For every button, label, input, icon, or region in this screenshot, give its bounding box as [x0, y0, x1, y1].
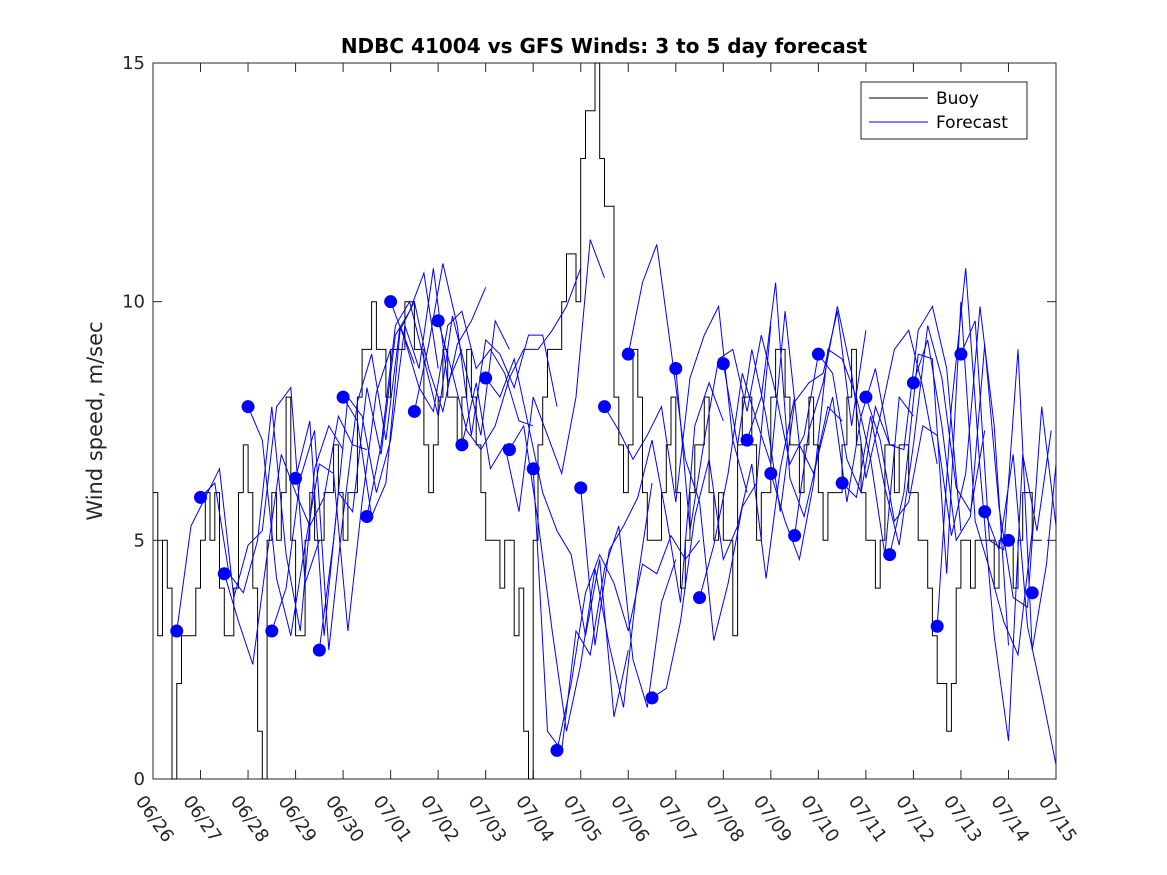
forecast-marker	[645, 691, 659, 705]
forecast-series-line	[413, 263, 558, 436]
forecast-marker	[312, 643, 326, 657]
y-tick-label: 10	[122, 292, 145, 313]
forecast-marker	[526, 462, 540, 476]
forecast-series-line	[627, 244, 772, 641]
forecast-marker	[788, 529, 802, 543]
forecast-series-line	[271, 325, 415, 651]
forecast-marker	[598, 400, 611, 414]
forecast-marker	[740, 433, 754, 447]
forecast-marker	[384, 295, 398, 309]
forecast-series-line	[437, 268, 582, 451]
forecast-series-line	[556, 534, 701, 751]
forecast-series-line	[794, 306, 938, 536]
forecast-marker	[194, 490, 208, 504]
forecast-marker	[550, 743, 564, 757]
forecast-marker	[407, 404, 421, 418]
forecast-marker	[574, 481, 588, 495]
forecast-series-line	[817, 305, 962, 531]
forecast-series-line	[223, 414, 368, 665]
series-layer	[153, 62, 1057, 780]
forecast-marker	[170, 624, 184, 638]
forecast-series-line	[651, 397, 796, 699]
forecast-marker	[241, 400, 255, 414]
forecast-series-line	[247, 349, 392, 636]
forecast-marker	[954, 347, 968, 361]
forecast-series-line	[366, 300, 510, 517]
plot-frame	[152, 62, 1057, 780]
forecast-series-line	[485, 357, 629, 718]
forecast-marker	[811, 347, 825, 361]
forecast-series-line	[722, 311, 867, 512]
forecast-marker	[764, 467, 778, 481]
forecast-series-line	[390, 301, 534, 427]
forecast-marker	[1025, 586, 1039, 600]
y-tick-label: 0	[134, 769, 145, 790]
legend-box	[860, 81, 1028, 140]
forecast-series-line	[960, 320, 1057, 651]
forecast-marker	[336, 390, 350, 404]
forecast-marker	[906, 376, 920, 390]
forecast-series-line	[984, 454, 1057, 765]
y-tick-label: 5	[134, 530, 145, 551]
forecast-marker	[883, 548, 897, 562]
forecast-series-line	[461, 239, 605, 512]
forecast-series-line	[699, 311, 843, 598]
forecast-series-line	[318, 268, 463, 651]
y-axis-label: Wind speed, m/sec	[83, 321, 107, 520]
forecast-marker	[716, 357, 730, 371]
forecast-marker	[455, 438, 469, 452]
legend-label-buoy: Buoy	[936, 89, 979, 109]
forecast-series-line	[295, 271, 439, 636]
legend-label-forecast: Forecast	[936, 113, 1008, 133]
forecast-marker	[1001, 533, 1015, 547]
forecast-marker	[835, 476, 849, 490]
forecast-series-line	[580, 381, 724, 646]
forecast-marker	[978, 505, 992, 519]
legend: Buoy Forecast	[860, 81, 1028, 140]
forecast-series-line	[508, 424, 653, 732]
forecast-marker	[479, 371, 493, 385]
forecast-marker	[360, 509, 374, 523]
buoy-series-line	[153, 62, 1042, 780]
y-tick-label: 15	[122, 53, 145, 74]
forecast-marker	[265, 624, 279, 638]
chart-title: NDBC 41004 vs GFS Winds: 3 to 5 day fore…	[341, 34, 868, 58]
forecast-marker	[289, 471, 303, 485]
forecast-series-line	[889, 301, 1033, 657]
forecast-marker	[621, 347, 635, 361]
forecast-series-line	[936, 268, 1052, 741]
forecast-marker	[930, 619, 944, 633]
y-axis: 0 5 10 15	[122, 53, 1056, 790]
forecast-marker	[693, 591, 707, 605]
forecast-series-line	[675, 334, 819, 531]
forecast-series-line	[912, 339, 1057, 609]
forecast-series-line	[200, 406, 344, 632]
forecast-marker	[502, 443, 516, 457]
forecast-marker	[859, 390, 873, 404]
forecast-series-line	[604, 304, 748, 503]
forecast-marker	[431, 314, 445, 328]
forecast-series-line	[770, 348, 914, 562]
forecast-series-line	[176, 386, 320, 632]
forecast-series-line	[342, 287, 487, 519]
forecast-marker	[669, 361, 683, 375]
forecast-marker	[217, 567, 231, 581]
